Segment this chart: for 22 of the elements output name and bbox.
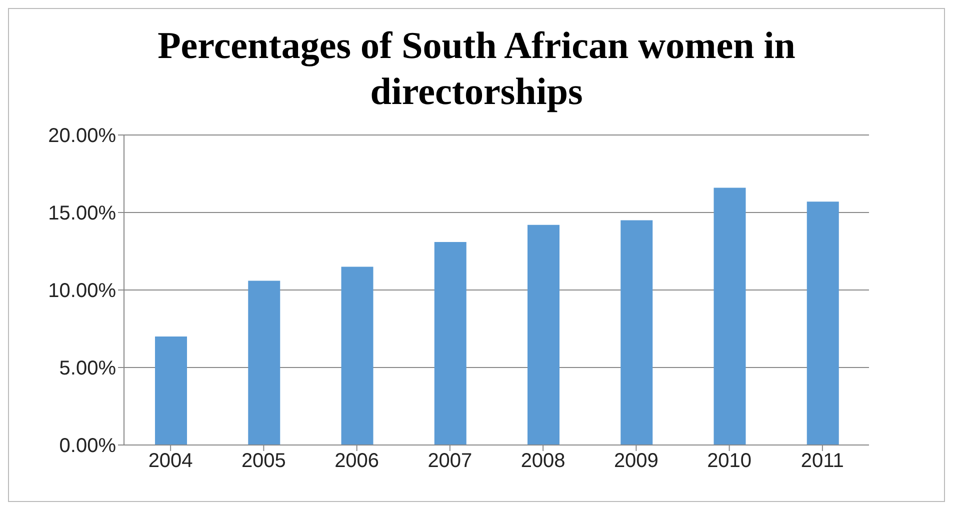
x-tick-label: 2007 [428,450,472,472]
x-tick-label: 2004 [148,450,193,472]
bar [806,202,839,445]
x-tick-label: 2009 [614,450,658,472]
bar [528,224,560,445]
x-tick-label: 2011 [800,450,844,472]
bar [434,242,466,445]
y-tick-label: 5.00% [59,358,116,380]
chart-title: Percentages of South African women in directorships [156,24,796,115]
x-tick-label: 2008 [520,450,566,472]
y-tick-label: 20.00% [48,125,116,148]
y-tick-label: 10.00% [48,280,116,302]
y-tick-label: 0.00% [59,435,116,458]
bar [248,280,280,445]
bar [155,336,187,445]
bar [714,188,746,445]
x-tick-label: 2005 [241,450,286,472]
y-tick-label: 15.00% [48,202,116,225]
bar [341,266,374,445]
x-tick-label: 2010 [707,450,752,472]
x-tick-label: 2006 [334,450,380,472]
bar [620,220,653,445]
